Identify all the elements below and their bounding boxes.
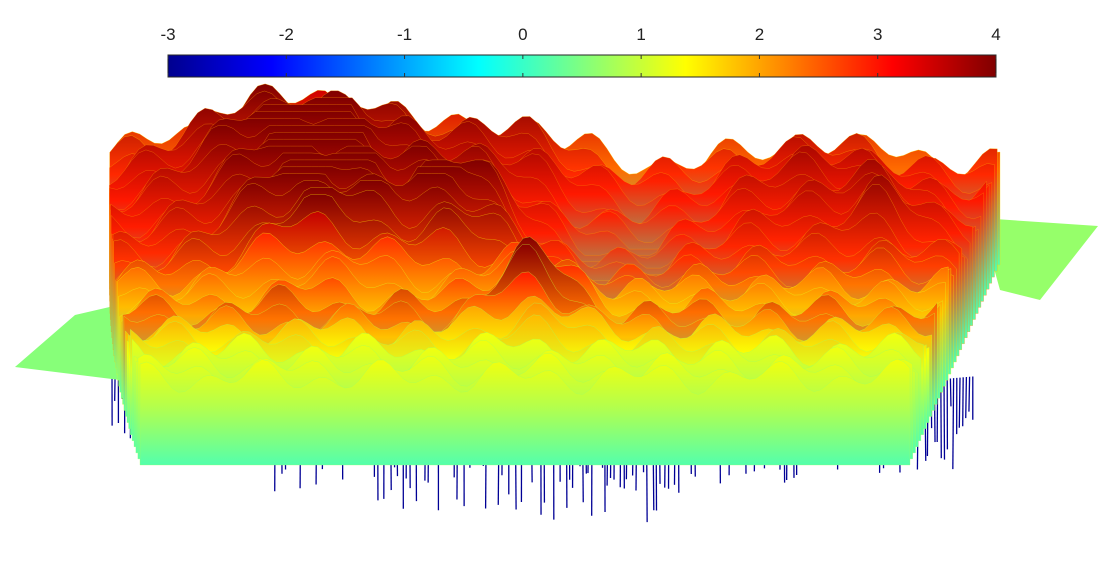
colorbar-ticks: -3 -2 -1 0 1 2 3 4: [160, 25, 1001, 77]
colorbar-tick-label: 4: [991, 25, 1000, 44]
colorbar: -3 -2 -1 0 1 2 3 4: [160, 25, 1001, 78]
colorbar-tick-label: 2: [755, 25, 764, 44]
colorbar-tick-label: -2: [279, 25, 294, 44]
colorbar-tick-label: 0: [518, 25, 527, 44]
surface-spike: [952, 378, 955, 470]
surface-ridges: [109, 83, 1001, 466]
surface-ridge-row: [139, 358, 911, 466]
colorbar-tick-label: -1: [397, 25, 412, 44]
surface-right-plateau: [980, 218, 1098, 300]
colorbar-gradient: [167, 54, 997, 78]
colorbar-tick-label: 3: [873, 25, 882, 44]
surface-spike: [958, 377, 961, 428]
colorbar-tick-label: 1: [636, 25, 645, 44]
surface-plot: [15, 83, 1098, 523]
colorbar-tick-label: -3: [160, 25, 175, 44]
surface-spike: [965, 377, 968, 419]
surface-spike: [968, 376, 971, 412]
surface-spike: [949, 378, 952, 407]
